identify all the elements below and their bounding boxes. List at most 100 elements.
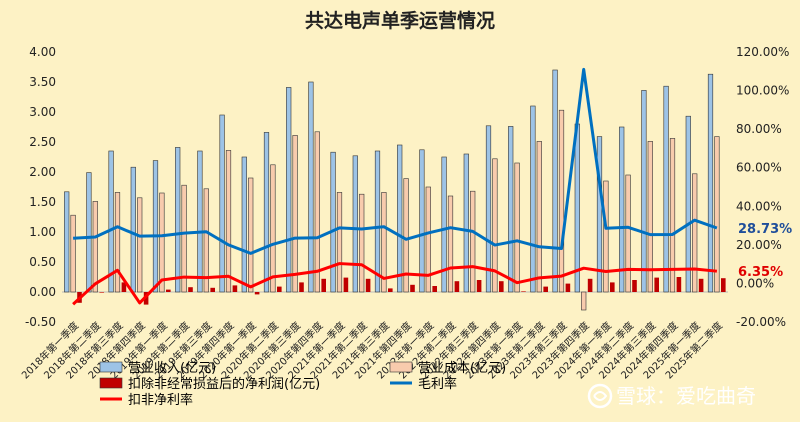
bar-cost (114, 192, 121, 293)
bar-revenue (441, 156, 447, 293)
y-right-tick-label: 120.00% (736, 45, 789, 59)
bar-net-profit (654, 277, 659, 292)
bars-layer (64, 69, 726, 311)
y-right-tick-label: 60.00% (736, 161, 782, 175)
bar-revenue (175, 147, 181, 293)
bar-net-profit (698, 278, 704, 292)
bar-net-profit (521, 291, 526, 292)
y-right-tick-label: 20.00% (736, 238, 782, 252)
y-left-tick-label: 4.00 (29, 45, 56, 59)
bar-cost (492, 158, 498, 293)
legend-swatch (99, 361, 123, 373)
bar-revenue (707, 73, 714, 293)
bar-net-profit (388, 288, 393, 292)
net-margin-line (72, 262, 718, 306)
bar-cost (647, 141, 653, 293)
bar-net-profit (543, 286, 548, 292)
bar-revenue (308, 81, 314, 293)
bar-cost (514, 162, 520, 293)
bar-cost (248, 177, 254, 293)
bar-revenue (463, 153, 469, 293)
bar-cost (558, 109, 565, 293)
bar-revenue (130, 166, 136, 293)
bar-net-profit (499, 281, 504, 292)
bar-cost (625, 174, 631, 293)
bar-net-profit (99, 292, 104, 293)
bar-revenue (374, 150, 381, 293)
bar-cost (225, 150, 232, 293)
bar-revenue (419, 149, 425, 293)
bar-net-profit (343, 277, 349, 292)
bar-net-profit (476, 280, 482, 292)
bar-net-profit (454, 281, 460, 292)
bar-cost (581, 291, 587, 311)
bar-cost (447, 195, 454, 293)
bar-cost (425, 186, 431, 293)
legend-label: 毛利率 (418, 376, 457, 392)
legend-label: 扣非净利率 (128, 392, 193, 408)
bar-net-profit (610, 282, 615, 292)
y-left-tick-label: 3.50 (29, 75, 56, 89)
bar-revenue (685, 115, 691, 293)
bar-cost (336, 192, 343, 293)
y-left-tick-label: 0.50 (29, 255, 56, 269)
y-left-tick-label: -0.50 (25, 315, 56, 329)
bar-revenue (286, 87, 292, 293)
y-right-tick-label: 0.00% (736, 276, 774, 290)
y-left-tick-label: 1.50 (29, 195, 56, 209)
bar-revenue (64, 191, 70, 293)
bar-revenue (330, 151, 336, 293)
axes: -0.50 0.00 0.50 1.00 1.50 2.00 2.50 3.00 3.50 4.0… (25, 45, 789, 329)
bar-net-profit (565, 283, 571, 292)
bar-net-profit (166, 289, 171, 292)
y-left-tick-label: 0.00 (29, 285, 56, 299)
legend-label: 营业成本(亿元) (418, 361, 506, 376)
watermark: 雪球：爱吃曲奇 (587, 383, 756, 409)
bar-cost (692, 173, 698, 293)
bar-cost (470, 190, 476, 293)
bar-net-profit (210, 287, 215, 292)
bar-net-profit (632, 280, 637, 292)
bar-cost (292, 135, 298, 293)
watermark-text: 雪球：爱吃曲奇 (616, 384, 756, 408)
bar-net-profit (121, 282, 127, 292)
bar-revenue (485, 125, 492, 293)
legend-swatch (99, 377, 123, 389)
bar-cost (137, 197, 143, 293)
bar-revenue (219, 114, 225, 293)
bar-net-profit (299, 282, 304, 292)
bar-cost (92, 201, 98, 293)
bar-revenue (596, 136, 603, 293)
bar-cost (403, 178, 409, 293)
bar-cost (359, 193, 365, 293)
bar-net-profit (321, 278, 326, 292)
bar-net-profit (232, 285, 238, 292)
bar-revenue (508, 126, 514, 293)
bar-net-profit (410, 284, 415, 292)
bar-cost (381, 192, 387, 293)
end-label-gross-margin: 28.73% (738, 222, 792, 237)
bar-revenue (530, 105, 536, 293)
bar-net-profit (277, 286, 282, 292)
bar-cost (203, 188, 209, 293)
end-label-net-margin: 6.35% (738, 265, 783, 280)
bar-revenue (574, 123, 580, 293)
y-right-tick-label: 80.00% (736, 122, 782, 136)
bar-revenue (663, 85, 669, 293)
bar-revenue (108, 150, 114, 293)
y-right-tick-label: 40.00% (736, 199, 782, 213)
chart-title: 共达电声单季运营情况 (305, 9, 495, 32)
bar-revenue (197, 150, 203, 293)
bar-net-profit (721, 278, 726, 292)
annotations-layer: 28.73% 6.35% (738, 222, 792, 280)
bar-revenue (152, 160, 159, 293)
bar-net-profit (676, 277, 682, 292)
legend-swatch (389, 361, 413, 373)
y-left-tick-label: 2.50 (29, 135, 56, 149)
bar-cost (159, 192, 165, 293)
bar-revenue (619, 126, 625, 293)
bar-net-profit (365, 278, 371, 292)
gross-margin-line (73, 67, 718, 255)
bar-revenue (352, 155, 358, 293)
